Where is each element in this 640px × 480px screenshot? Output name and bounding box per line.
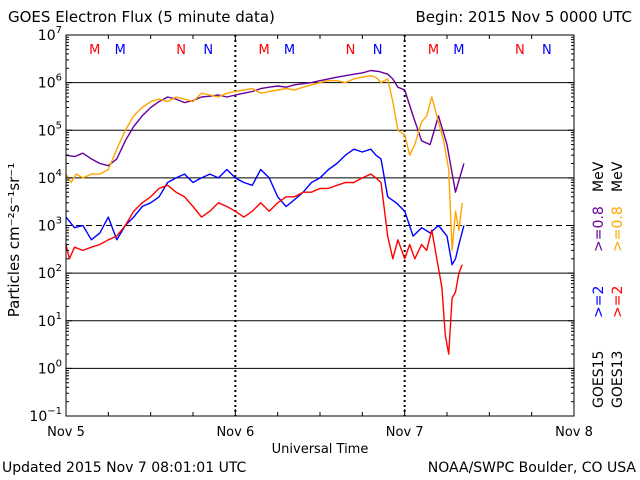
marker-m-red: M	[259, 43, 270, 58]
series-lines	[65, 69, 465, 355]
begin-time: Begin: 2015 Nov 5 0000 UTC	[415, 8, 632, 26]
y-tick-label: 102	[38, 263, 62, 282]
x-tick-label: Nov 6	[216, 425, 254, 440]
day-dividers	[234, 35, 406, 416]
x-tick-labels: Nov 5 Nov 6 Nov 7 Nov 8	[47, 425, 593, 440]
legend-mev-13: MeV	[610, 161, 626, 192]
y-tick-label: 104	[38, 168, 62, 187]
y-axis-label: Particles cm⁻²s⁻¹sr⁻¹	[5, 163, 23, 317]
marker-n-blue: N	[203, 43, 213, 58]
y-tick-label: 10−1	[29, 406, 62, 425]
legend-mev-15: MeV	[591, 161, 607, 192]
y-tick-label: 103	[38, 216, 62, 235]
x-tick-label: Nov 7	[386, 425, 424, 440]
marker-m-red: M	[89, 43, 100, 58]
x-tick-label: Nov 8	[555, 425, 593, 440]
x-tick-label: Nov 5	[47, 425, 85, 440]
series-line	[65, 69, 465, 193]
legend-goes13-low: >=2	[610, 286, 626, 318]
y-tick-label: 105	[38, 120, 62, 139]
y-tick-label: 101	[38, 311, 62, 330]
series-line	[65, 148, 465, 266]
y-tick-label: 107	[38, 25, 62, 44]
marker-n-blue: N	[373, 43, 383, 58]
y-tick-label: 100	[38, 358, 62, 377]
marker-m-blue: M	[284, 43, 295, 58]
legend-goes15-low: >=2	[591, 286, 607, 318]
series-line	[65, 173, 463, 355]
y-tick-label: 106	[38, 73, 62, 92]
marker-n-red: N	[176, 43, 186, 58]
legend-goes13-label: GOES13	[610, 351, 626, 408]
chart-title: GOES Electron Flux (5 minute data)	[8, 8, 275, 26]
legend-goes13-high: >=0.8	[610, 206, 626, 252]
marker-n-red: N	[515, 43, 525, 58]
x-axis-label: Universal Time	[272, 442, 369, 457]
marker-m-blue: M	[115, 43, 126, 58]
series-line	[65, 74, 463, 252]
updated-time: Updated 2015 Nov 7 08:01:01 UTC	[2, 460, 247, 476]
legend-goes15-high: >=0.8	[591, 206, 607, 252]
marker-m-blue: M	[453, 43, 464, 58]
marker-n-blue: N	[542, 43, 552, 58]
marker-m-red: M	[428, 43, 439, 58]
marker-n-red: N	[346, 43, 356, 58]
axis-ticks	[65, 34, 575, 417]
y-tick-labels: 107 106 105 104 103 102 101 100 10−1	[29, 25, 62, 425]
legend-goes15-label: GOES15	[591, 351, 607, 408]
gridlines	[66, 82, 574, 369]
source-credit: NOAA/SWPC Boulder, CO USA	[427, 460, 636, 476]
